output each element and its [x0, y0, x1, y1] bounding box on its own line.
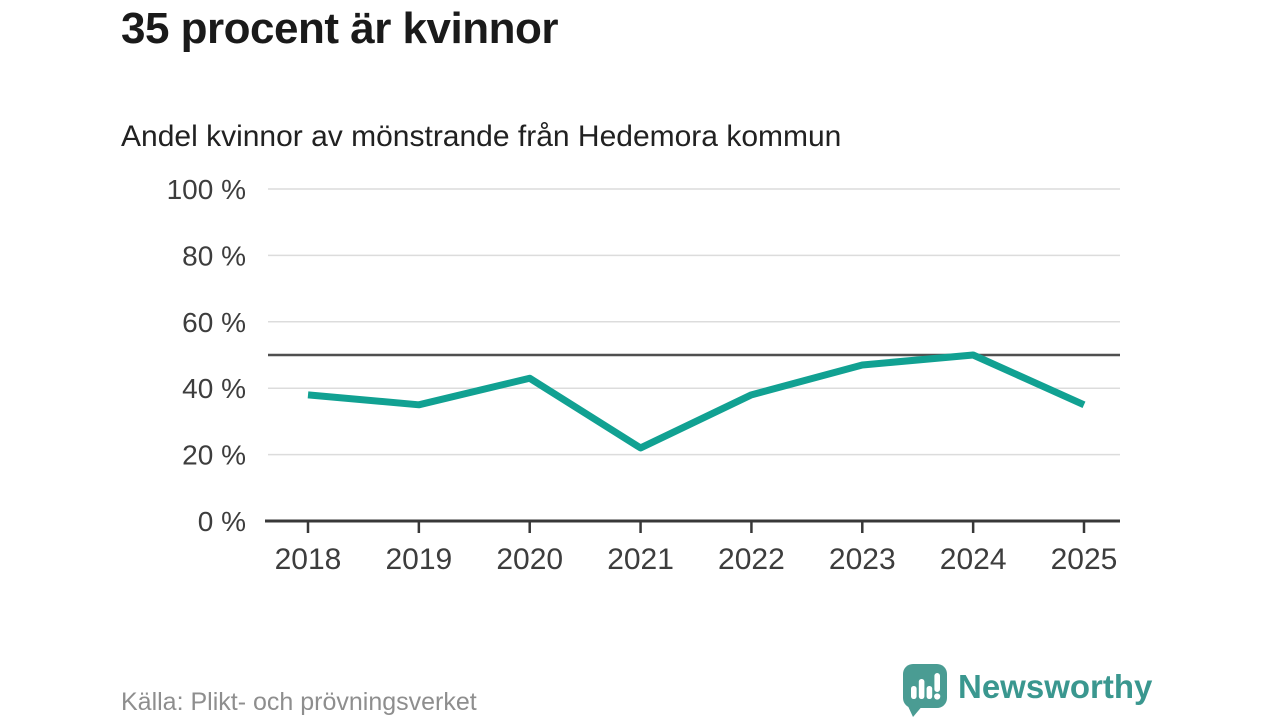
page-title: 35 procent är kvinnor: [121, 4, 558, 53]
x-axis-tick-label: 2022: [718, 543, 785, 576]
y-axis-tick-label: 100 %: [167, 174, 246, 205]
source-text: Källa: Plikt- och prövningsverket: [121, 688, 477, 716]
chart-subtitle: Andel kvinnor av mönstrande från Hedemor…: [121, 120, 842, 153]
x-axis-tick-label: 2024: [940, 543, 1007, 576]
newsworthy-logo-icon: [903, 664, 947, 717]
newsworthy-logo-text: Newsworthy: [958, 668, 1153, 705]
newsworthy-logo: Newsworthy: [903, 664, 1152, 718]
x-axis-tick-label: 2021: [607, 543, 674, 576]
y-axis-tick-label: 40 %: [182, 373, 246, 404]
data-line: [307, 351, 1086, 452]
x-axis-labels: 2018 2019 2020 2021 2022 2023 2024 2025: [275, 543, 1118, 576]
gridlines: [268, 188, 1120, 456]
y-axis-tick-label: 20 %: [182, 440, 246, 471]
y-axis-labels: 0 % 20 % 40 % 60 % 80 % 100 %: [167, 174, 246, 537]
data-polyline: [307, 351, 1086, 452]
x-axis: [265, 519, 1120, 533]
y-axis-tick-label: 60 %: [182, 307, 246, 338]
x-axis-tick-label: 2025: [1051, 543, 1118, 576]
x-axis-tick-label: 2020: [496, 543, 563, 576]
y-axis-tick-label: 0 %: [198, 506, 246, 537]
x-axis-tick-label: 2023: [829, 543, 896, 576]
x-axis-tick-label: 2019: [385, 543, 452, 576]
y-axis-tick-label: 80 %: [182, 240, 246, 271]
x-axis-tick-label: 2018: [275, 543, 342, 576]
